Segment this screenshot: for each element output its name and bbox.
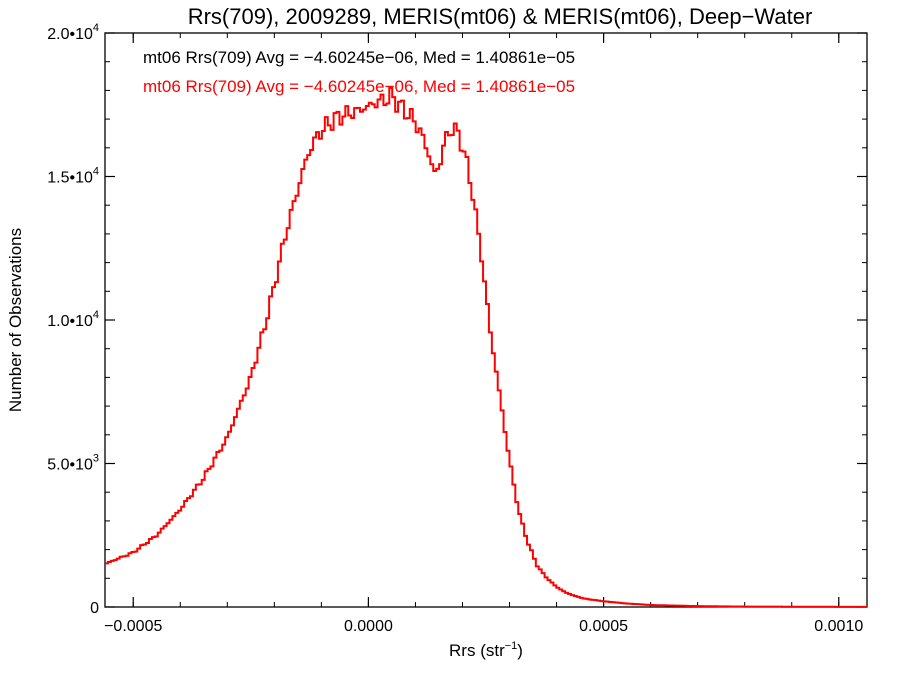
x-axis-label-end: ) xyxy=(517,641,523,660)
y-tick-label-exponent: 4 xyxy=(93,309,99,321)
y-tick-label-base: 1.5•10 xyxy=(47,170,93,187)
y-tick-label-base: 5.0•10 xyxy=(47,457,93,474)
annotation-avg-med-black: mt06 Rrs(709) Avg = −4.60245e−06, Med = … xyxy=(143,48,575,67)
y-tick-label-exponent: 4 xyxy=(93,166,99,178)
y-tick-label-exponent: 3 xyxy=(93,453,99,465)
x-tick-label: 0.0010 xyxy=(814,618,863,635)
x-axis-label: Rrs (str−1) xyxy=(449,640,523,660)
y-tick-label: 1.0•104 xyxy=(47,309,99,330)
x-axis-ticks: −0.0005 0.0000 0.0005 0.0010 xyxy=(104,33,863,635)
x-tick-label: 0.0000 xyxy=(344,618,393,635)
y-tick-label-exponent: 4 xyxy=(93,22,99,34)
y-tick-label: 1.5•104 xyxy=(47,166,99,187)
y-tick-label: 0 xyxy=(90,600,99,617)
y-tick-label-base: 0 xyxy=(90,600,99,617)
plot-frame xyxy=(104,32,868,608)
series-histogram-line xyxy=(105,87,867,608)
annotation-avg-med-red: mt06 Rrs(709) Avg = −4.60245e−06, Med = … xyxy=(143,77,575,96)
y-tick-label: 5.0•103 xyxy=(47,453,99,474)
x-axis-label-text: Rrs (str xyxy=(449,641,505,660)
x-axis-label-superscript: −1 xyxy=(505,640,518,652)
y-axis-label: Number of Observations xyxy=(6,228,25,412)
x-tick-label: 0.0005 xyxy=(579,618,628,635)
y-tick-label-base: 2.0•10 xyxy=(47,26,93,43)
y-tick-label-base: 1.0•10 xyxy=(47,313,93,330)
x-tick-label: −0.0005 xyxy=(104,618,162,635)
chart-title: Rrs(709), 2009289, MERIS(mt06) & MERIS(m… xyxy=(188,4,813,29)
y-tick-label: 2.0•104 xyxy=(47,22,99,43)
